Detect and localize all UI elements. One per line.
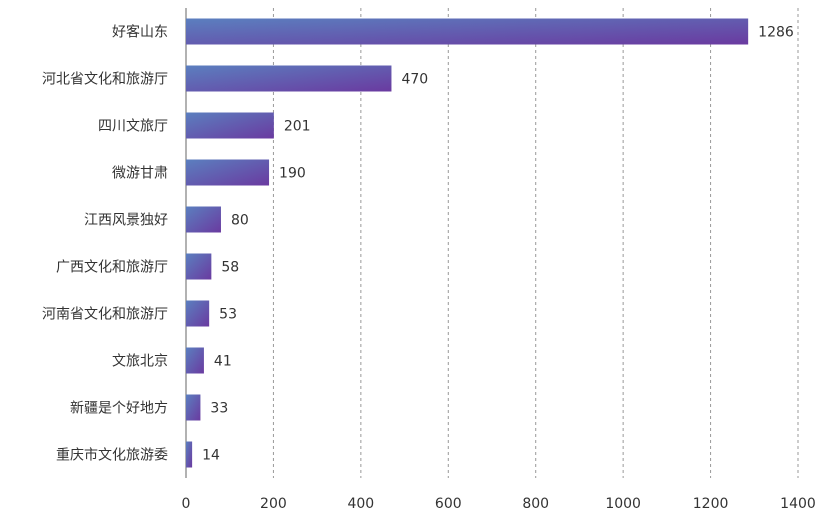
bar [186,253,212,280]
value-label: 201 [284,119,311,135]
x-tick-label: 600 [435,496,462,512]
bar [186,441,193,468]
category-label: 好客山东 [112,24,168,41]
category-label: 新疆是个好地方 [70,401,168,417]
bar [186,18,749,45]
value-labels: 1286 470 201 190 80 58 53 41 33 14 [202,25,794,464]
x-tick-label: 200 [260,496,287,512]
bar [186,347,204,374]
x-tick-label: 800 [522,496,549,512]
category-label: 河南省文化和旅游厅 [42,307,168,323]
bar [186,112,274,139]
x-tick-label: 1000 [605,496,641,512]
category-labels: 好客山东河北省文化和旅游厅四川文旅厅微游甘肃江西风景独好广西文化和旅游厅河南省文… [42,24,168,464]
x-tick-label: 1400 [780,496,816,512]
x-axis-ticks: 0 200 400 600 800 1000 1200 1400 [182,496,816,512]
value-label: 41 [214,354,232,370]
x-tick-label: 0 [182,496,191,512]
bar [186,159,270,186]
value-label: 190 [279,166,306,182]
x-tick-label: 400 [347,496,374,512]
value-label: 58 [221,260,239,276]
category-label: 文旅北京 [112,354,168,370]
value-label: 1286 [758,25,794,41]
category-label: 四川文旅厅 [98,119,168,135]
value-label: 80 [231,213,249,229]
category-label: 微游甘肃 [112,166,168,182]
category-label: 河北省文化和旅游厅 [42,72,168,88]
bar [186,394,201,421]
bars-group [186,18,749,468]
bar [186,206,221,233]
value-label: 53 [219,307,237,323]
category-label: 重庆市文化旅游委 [56,447,168,464]
category-label: 江西风景独好 [84,213,168,229]
bar [186,65,392,92]
value-label: 470 [401,72,428,88]
value-label: 14 [202,448,220,464]
x-tick-label: 1200 [693,496,729,512]
bar [186,300,210,327]
value-label: 33 [210,401,228,417]
category-label: 广西文化和旅游厅 [56,260,168,276]
